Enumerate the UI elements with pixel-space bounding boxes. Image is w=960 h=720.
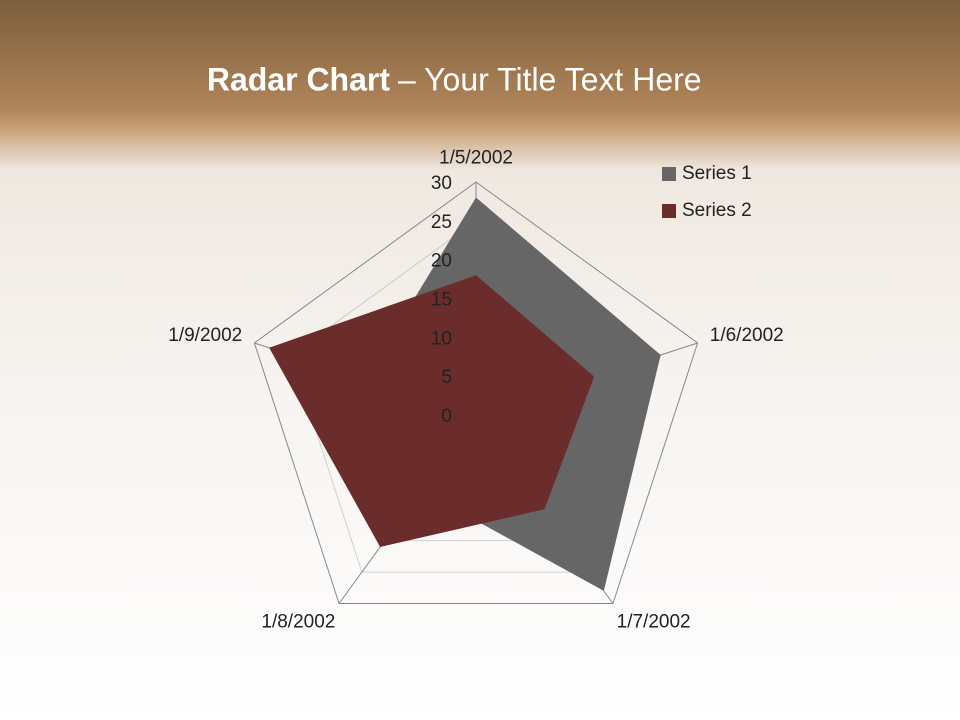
- r-tick-label: 5: [441, 367, 452, 388]
- r-tick-label: 20: [431, 251, 452, 272]
- legend-label: Series 2: [682, 200, 752, 221]
- series-area: [269, 275, 595, 547]
- legend-swatch: [662, 167, 676, 181]
- legend-swatch: [662, 204, 676, 218]
- category-label: 1/8/2002: [261, 611, 335, 632]
- category-label: 1/5/2002: [439, 148, 513, 169]
- category-label: 1/6/2002: [710, 325, 784, 346]
- r-tick-label: 30: [431, 173, 452, 194]
- category-label: 1/7/2002: [617, 611, 691, 632]
- r-tick-label: 25: [431, 212, 452, 233]
- category-label: 1/9/2002: [168, 325, 242, 346]
- grid-ring: [253, 181, 699, 605]
- r-tick-label: 10: [431, 328, 452, 349]
- r-tick-label: 15: [431, 290, 452, 311]
- r-tick-label: 0: [441, 406, 452, 427]
- legend-label: Series 1: [682, 163, 752, 184]
- chart-subtitle: – Your Title Text Here: [398, 61, 702, 97]
- chart-title: Radar Chart: [207, 61, 391, 97]
